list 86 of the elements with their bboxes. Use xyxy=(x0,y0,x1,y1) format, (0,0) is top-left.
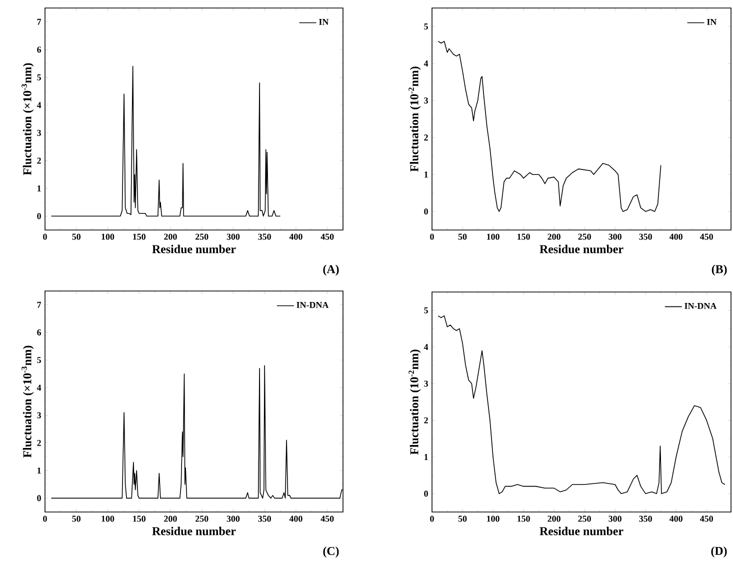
x-tick-label: 200 xyxy=(548,516,560,522)
legend-label: IN xyxy=(706,19,717,25)
x-tick-label: 50 xyxy=(72,234,81,240)
y-tick-label: 5 xyxy=(37,357,41,364)
x-tick-label: 0 xyxy=(430,234,434,240)
x-tick-label: 450 xyxy=(320,234,334,240)
x-tick-label: 250 xyxy=(578,516,591,522)
x-tick-label: 350 xyxy=(258,516,271,522)
x-tick-label: 0 xyxy=(43,234,47,240)
text: (D) xyxy=(711,546,727,558)
line-series xyxy=(438,40,662,212)
y-tick-label: 7 xyxy=(37,302,42,308)
x-tick-label: 300 xyxy=(608,516,622,522)
x-tick-label: 450 xyxy=(700,234,713,240)
x-tick-label: 50 xyxy=(72,516,81,522)
x-axis-title: Residue number xyxy=(540,244,624,254)
y-tick-label: 5 xyxy=(424,307,428,314)
y-tick-label: 1 xyxy=(38,185,41,192)
y-tick-label: 7 xyxy=(37,19,42,25)
x-tick-label: 150 xyxy=(133,234,146,240)
y-tick-label: 4 xyxy=(36,102,42,108)
x-tick-label: 300 xyxy=(608,234,622,240)
x-tick-label: 350 xyxy=(639,234,652,240)
y-tick-label: 4 xyxy=(36,384,42,391)
x-tick-label: 450 xyxy=(700,516,713,522)
x-tick-label: 200 xyxy=(164,516,177,522)
x-tick-label: 200 xyxy=(548,234,560,240)
y-tick-label: 4 xyxy=(424,60,428,67)
y-tick-label: 3 xyxy=(424,380,428,387)
legend-label: IN xyxy=(319,19,329,25)
text: (C) xyxy=(323,546,339,558)
x-tick-label: 50 xyxy=(458,234,467,240)
x-axis-title: Residue number xyxy=(540,526,624,536)
x-tick-label: 150 xyxy=(133,516,146,522)
x-tick-label: 400 xyxy=(669,234,682,240)
y-tick-label: 2 xyxy=(37,158,41,164)
x-tick-label: 50 xyxy=(458,516,467,522)
y-tick-label: 4 xyxy=(424,344,428,350)
x-tick-label: 300 xyxy=(226,234,240,240)
x-tick-label: 350 xyxy=(258,234,271,240)
y-tick-label: 3 xyxy=(37,130,41,136)
y-tick-label: 6 xyxy=(37,46,42,53)
y-tick-label: 2 xyxy=(424,134,428,141)
x-tick-label: 250 xyxy=(195,516,208,522)
x-tick-label: 100 xyxy=(487,516,500,522)
x-tick-label: 250 xyxy=(578,234,591,240)
text: (A) xyxy=(323,264,339,276)
y-tick-label: 1 xyxy=(424,454,428,460)
x-tick-label: 150 xyxy=(518,234,530,240)
x-tick-label: 150 xyxy=(518,516,530,522)
line-series xyxy=(438,316,726,494)
x-tick-label: 350 xyxy=(639,516,652,522)
legend-label: IN-DNA xyxy=(684,303,717,310)
y-tick-label: 2 xyxy=(37,440,41,446)
x-tick-label: 450 xyxy=(320,516,334,522)
y-axis-title: Fluctuation (10$^{-2}$nm) xyxy=(408,350,421,455)
legend-label: IN-DNA xyxy=(296,302,329,308)
y-tick-label: 3 xyxy=(424,98,428,104)
y-tick-label: 1 xyxy=(424,172,428,178)
x-tick-label: 0 xyxy=(43,516,47,522)
y-tick-label: 6 xyxy=(37,330,42,336)
y-tick-label: 5 xyxy=(37,74,41,80)
y-tick-label: 1 xyxy=(38,468,41,474)
y-tick-label: 0 xyxy=(424,490,428,497)
x-tick-label: 100 xyxy=(487,234,500,240)
y-tick-label: 0 xyxy=(37,213,41,220)
x-tick-label: 400 xyxy=(289,516,302,522)
x-tick-label: 100 xyxy=(102,234,114,240)
x-tick-label: 400 xyxy=(669,516,682,522)
y-tick-label: 0 xyxy=(37,495,41,502)
y-tick-label: 0 xyxy=(424,208,428,215)
x-tick-label: 300 xyxy=(226,516,240,522)
y-axis-title: Fluctuation (×10$^{-3}$nm) xyxy=(22,63,34,176)
y-tick-label: 2 xyxy=(424,417,428,424)
x-tick-label: 250 xyxy=(195,234,208,240)
y-tick-label: 5 xyxy=(424,24,428,30)
x-tick-label: 100 xyxy=(102,516,114,522)
y-axis-title: Fluctuation (10$^{-2}$nm) xyxy=(408,66,421,172)
x-tick-label: 0 xyxy=(430,516,434,522)
x-tick-label: 400 xyxy=(289,234,302,240)
y-axis-title: Fluctuation (×10$^{-3}$nm) xyxy=(22,346,34,458)
text: (B) xyxy=(712,264,727,276)
x-axis-title: Residue number xyxy=(152,244,236,254)
x-axis-title: Residue number xyxy=(152,526,236,536)
x-tick-label: 200 xyxy=(164,234,177,240)
y-tick-label: 3 xyxy=(37,412,41,418)
